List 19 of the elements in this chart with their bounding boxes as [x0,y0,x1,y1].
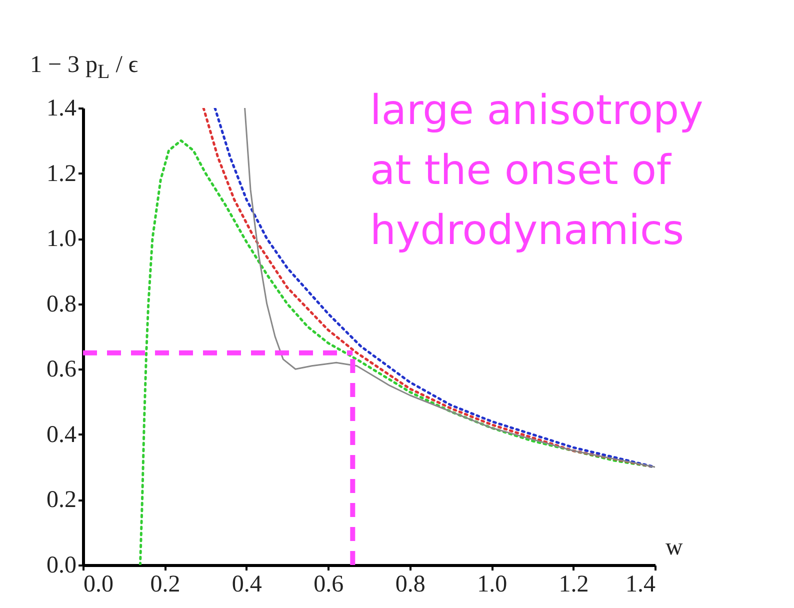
y-axis-title: 1 − 3 p$_{L}$ / ϵ [30,52,138,84]
y-tick-label: 1.0 [46,226,76,252]
y-tick-label: 0.2 [46,487,76,514]
x-tick-label: 1.0 [477,572,508,598]
x-tick-label: 0.0 [84,572,114,598]
y-tick-label: 0.0 [46,552,76,578]
y-tick-label: 1.4 [46,96,76,122]
y-tick-label: 1.2 [46,160,76,187]
x-tick-label: 0.2 [150,572,180,598]
x-axis-title: w [666,534,684,560]
y-tick-label: 0.6 [46,356,76,383]
x-tick-label: 1.2 [558,572,589,598]
annotation: large anisotropy at the onset of hydrodynamics [370,85,704,256]
y-tick-label: 0.4 [46,422,76,448]
x-tick-label: 0.8 [395,572,426,598]
x-tick-label: 1.4 [626,572,656,598]
y-tick-label: 0.8 [46,291,76,318]
x-tick-label: 0.6 [314,572,344,598]
x-tick-label: 0.4 [232,572,262,598]
